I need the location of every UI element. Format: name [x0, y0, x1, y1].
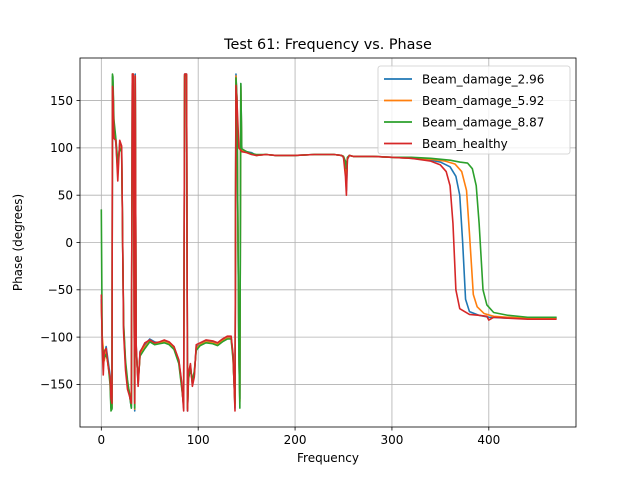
series-layer	[100, 73, 557, 412]
legend-box	[377, 65, 571, 155]
x-tick-label: 100	[187, 433, 210, 447]
y-tick-label: 0	[65, 236, 73, 250]
x-axis-label: Frequency	[297, 451, 359, 465]
y-tick-label: −100	[40, 330, 73, 344]
x-tick-label: 300	[380, 433, 403, 447]
legend-label: Beam_damage_2.96	[422, 72, 544, 86]
y-tick-label: 100	[50, 141, 73, 155]
y-axis-label: Phase (degrees)	[11, 194, 25, 291]
x-tick-label: 0	[97, 433, 105, 447]
legend-label: Beam_healthy	[422, 137, 508, 151]
chart-title: Test 61: Frequency vs. Phase	[223, 37, 432, 53]
y-tick-label: −150	[40, 378, 73, 392]
x-tick-label: 400	[477, 433, 500, 447]
y-tick-label: 50	[58, 188, 73, 202]
chart-legend: Beam_damage_2.96 Beam_damage_5.92 Beam_dam…	[377, 65, 571, 155]
legend-label: Beam_damage_8.87	[422, 115, 544, 129]
series-line-4	[100, 73, 557, 412]
y-tick-label: 150	[50, 94, 73, 108]
legend-label: Beam_damage_5.92	[422, 94, 544, 108]
x-tick-label: 200	[284, 433, 307, 447]
tick-layer: 0 100 200 300 400 −150 −100 −50 0 50 100 150	[40, 94, 500, 447]
y-tick-label: −50	[48, 283, 73, 297]
